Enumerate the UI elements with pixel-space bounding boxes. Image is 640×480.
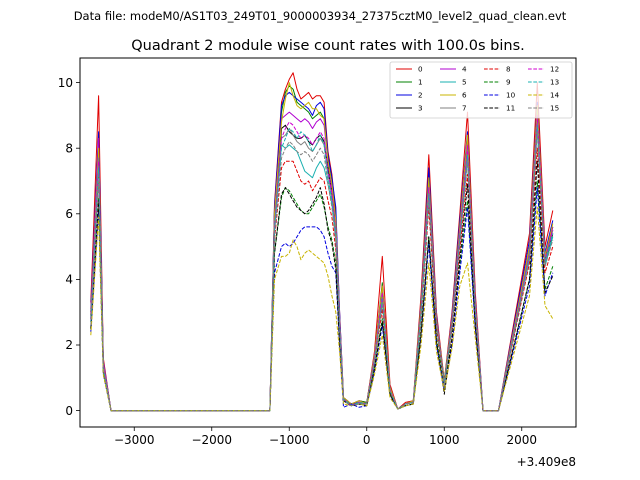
chart-title: Quadrant 2 module wise count rates with … xyxy=(131,38,525,54)
legend-label-14: 14 xyxy=(550,91,560,100)
y-tick-label: 4 xyxy=(65,273,73,287)
legend-label-1: 1 xyxy=(418,78,423,87)
legend-label-9: 9 xyxy=(506,78,511,87)
y-tick-label: 2 xyxy=(65,338,73,352)
x-tick-label: −3000 xyxy=(114,433,155,447)
legend-label-11: 11 xyxy=(506,104,515,113)
axis-ticks: −3000 −2000 −1000 0 1000 2000 0 2 4 6 8 10 xyxy=(58,76,537,447)
series-line-10 xyxy=(90,187,554,412)
x-tick-label: 1000 xyxy=(429,433,460,447)
legend-box xyxy=(389,61,573,119)
legend-label-13: 13 xyxy=(550,78,559,87)
series-line-15 xyxy=(90,131,554,412)
y-tick-label: 0 xyxy=(65,404,73,418)
legend-label-6: 6 xyxy=(462,91,467,100)
y-tick-label: 6 xyxy=(65,207,73,221)
legend-label-10: 10 xyxy=(506,91,516,100)
x-tick-label: −1000 xyxy=(269,433,310,447)
legend-label-8: 8 xyxy=(506,65,511,74)
y-tick-label: 8 xyxy=(65,141,73,155)
y-tick-label: 10 xyxy=(58,76,73,90)
x-tick-label: 2000 xyxy=(506,433,537,447)
legend-label-7: 7 xyxy=(462,104,467,113)
x-tick-label: −2000 xyxy=(191,433,232,447)
legend-label-4: 4 xyxy=(462,65,467,74)
legend-label-0: 0 xyxy=(418,65,423,74)
x-offset-label: +3.409e8 xyxy=(517,455,576,469)
series-line-9 xyxy=(90,180,554,412)
legend-label-15: 15 xyxy=(550,104,559,113)
axes-frame xyxy=(79,57,577,428)
x-tick-label: 0 xyxy=(363,433,371,447)
legend-label-5: 5 xyxy=(462,78,467,87)
legend-label-2: 2 xyxy=(418,91,423,100)
legend-label-3: 3 xyxy=(418,104,423,113)
plot-area xyxy=(90,72,554,412)
chart-suptitle: Data file: modeM0/AS1T03_249T01_90000039… xyxy=(74,9,567,23)
legend-label-12: 12 xyxy=(550,65,559,74)
